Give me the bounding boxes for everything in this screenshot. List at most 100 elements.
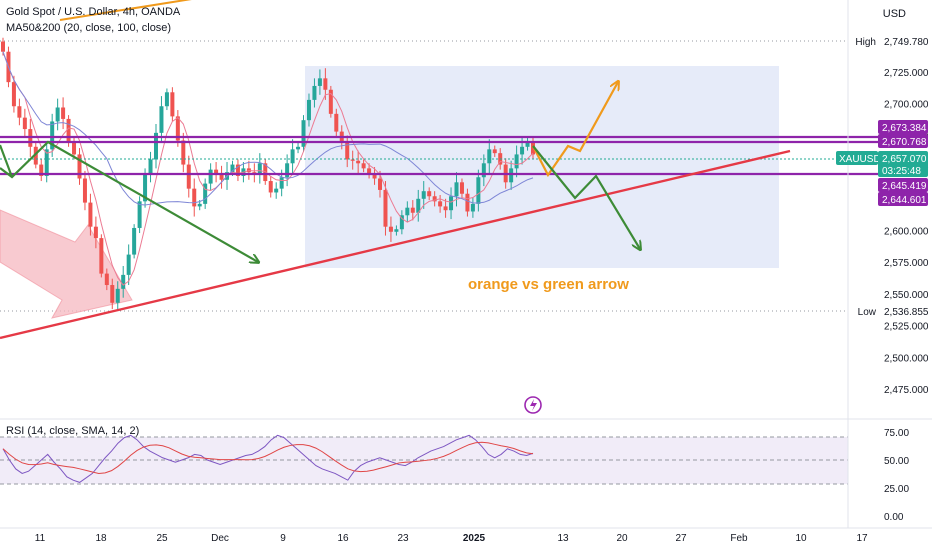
time-tick-label: 25 — [156, 533, 168, 544]
candle-body — [476, 177, 481, 204]
chart-title: Gold Spot / U.S. Dollar, 4h, OANDA — [6, 6, 181, 18]
candle-body — [306, 99, 311, 121]
low-value: 2,536.855 — [884, 307, 929, 318]
candle-body — [186, 164, 191, 189]
candle-body — [197, 203, 202, 207]
candle-body — [345, 143, 350, 160]
candle-body — [252, 172, 257, 174]
time-tick-label: 9 — [280, 533, 286, 544]
candle-body — [137, 201, 142, 228]
price-tick-label: 2,725.000 — [884, 68, 929, 79]
candle-body — [110, 285, 115, 303]
rsi-tick-label: 25.00 — [884, 484, 909, 495]
high-value: 2,749.780 — [884, 37, 929, 48]
candle-body — [421, 191, 426, 199]
candle-body — [378, 178, 383, 190]
candle-body — [443, 206, 448, 211]
candle-body — [285, 163, 290, 178]
candle-body — [44, 149, 49, 176]
candle-body — [164, 92, 169, 107]
candle-body — [405, 207, 410, 216]
candle-body — [268, 181, 273, 193]
lightning-icon[interactable] — [524, 396, 542, 414]
candle-body — [470, 203, 475, 212]
candle-body — [33, 146, 38, 165]
candle-body — [99, 238, 104, 274]
tag-2644: 2,644.601 — [882, 195, 927, 206]
candle-body — [487, 149, 492, 164]
range-rectangle[interactable] — [305, 66, 779, 268]
pink-arrow-shape[interactable] — [0, 209, 133, 319]
rsi-axis-ticks[interactable]: 75.00 50.00 25.00 0.00 — [884, 428, 909, 523]
time-tick-label: 11 — [35, 533, 46, 544]
candle-body — [208, 169, 213, 184]
ma100-line — [2, 51, 534, 206]
candle-body — [350, 159, 355, 161]
candle-body — [181, 140, 186, 165]
tag-2670-bg — [878, 134, 928, 148]
candlestick-series — [1, 37, 535, 311]
candle-body — [121, 274, 126, 289]
candle-body — [279, 177, 284, 189]
orange-projection-arrow[interactable] — [532, 82, 618, 178]
candle-body — [148, 159, 153, 175]
candle-body — [372, 173, 377, 179]
candle-body — [235, 164, 240, 176]
indicator-label[interactable]: MA50&200 (20, close, 100, close) — [6, 22, 172, 34]
candle-body — [82, 178, 87, 203]
time-tick-label: Feb — [730, 533, 748, 544]
candle-body — [93, 226, 98, 239]
candle-body — [328, 89, 333, 114]
candle-body — [132, 227, 137, 255]
candle-body — [61, 107, 66, 119]
last-price-tag-bg — [878, 151, 928, 177]
rsi-line — [2, 434, 534, 483]
red-rising-trendline[interactable] — [0, 149, 791, 340]
tag-2645-bg — [878, 178, 928, 192]
price-tick-label: 2,700.000 — [884, 100, 929, 111]
candle-body — [317, 78, 322, 86]
symbol-tag: XAUUSD — [839, 154, 881, 165]
candle-body — [427, 191, 432, 197]
time-tick-label: 18 — [95, 533, 107, 544]
candle-body — [454, 182, 459, 197]
countdown-tag: 03:25:48 — [882, 166, 921, 177]
candle-body — [465, 193, 470, 212]
candle-body — [416, 198, 421, 213]
green-down-arrow-left[interactable] — [0, 140, 258, 262]
price-tick-label: 2,525.000 — [884, 322, 929, 333]
last-price-tag: 2,657.070 — [882, 154, 927, 165]
candle-body — [159, 106, 164, 133]
candle-body — [22, 117, 27, 130]
green-projection-arrow[interactable] — [532, 145, 640, 249]
time-tick-label: 10 — [795, 533, 807, 544]
time-tick-label: 16 — [337, 533, 349, 544]
green-line-left-edge[interactable] — [0, 144, 14, 178]
price-tick-label: 2,575.000 — [884, 258, 929, 269]
rsi-label[interactable]: RSI (14, close, SMA, 14, 2) — [6, 425, 140, 437]
low-label: Low — [858, 307, 877, 318]
time-axis-ticks[interactable]: 11 18 25 Dec 9 16 23 2025 13 20 27 Feb 10 17 — [35, 533, 868, 544]
high-label: High — [855, 37, 876, 48]
candle-body — [192, 188, 197, 207]
symbol-tag-bg — [836, 151, 878, 165]
candle-body — [334, 113, 339, 132]
currency-label[interactable]: USD — [882, 8, 906, 20]
orange-trendline-top[interactable] — [59, 0, 198, 21]
time-tick-label: 13 — [557, 533, 569, 544]
high-marker: High 2,749.780 — [855, 37, 929, 48]
candle-body — [438, 201, 443, 207]
price-tick-label: 2,475.000 — [884, 385, 929, 396]
annotation-text[interactable]: orange vs green arrow — [468, 276, 629, 293]
candle-body — [230, 164, 235, 173]
candle-body — [290, 149, 295, 164]
price-axis-ticks[interactable]: 2,725.0002,700.0002,675.0002,650.0002,62… — [884, 68, 929, 396]
candle-body — [170, 92, 175, 117]
candle-body — [367, 168, 372, 174]
candle-body — [410, 207, 415, 213]
candle-body — [312, 85, 317, 100]
candle-body — [525, 141, 530, 147]
rsi-series — [2, 434, 534, 483]
